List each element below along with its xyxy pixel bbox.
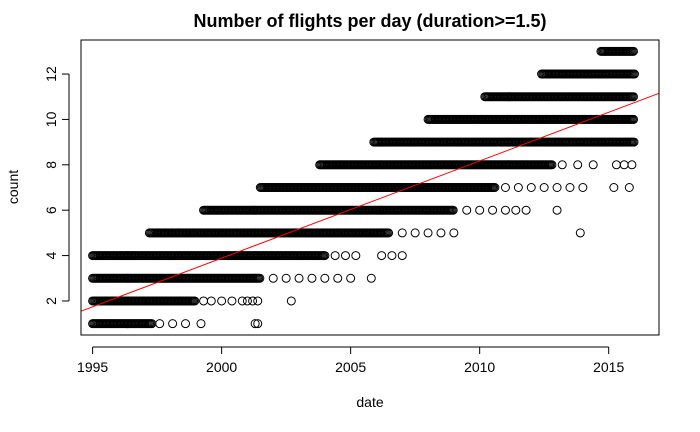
data-point <box>307 273 317 283</box>
data-point <box>619 160 629 170</box>
data-point <box>206 296 216 306</box>
data-point <box>628 92 638 102</box>
data-point <box>168 319 178 329</box>
data-point <box>436 228 446 238</box>
data-point <box>330 251 340 261</box>
data-point <box>255 273 265 283</box>
data-point <box>346 273 356 283</box>
data-point <box>340 251 350 261</box>
y-tick-label: 4 <box>43 251 59 259</box>
x-tick-label: 1995 <box>77 359 108 375</box>
data-point <box>199 296 209 306</box>
data-point <box>627 160 637 170</box>
y-axis-label: count <box>5 170 21 204</box>
x-tick-label: 2000 <box>206 359 237 375</box>
y-tick-label: 6 <box>43 206 59 214</box>
data-point <box>539 183 549 192</box>
data-point <box>449 228 459 238</box>
data-point <box>575 228 585 238</box>
data-point <box>248 296 258 306</box>
x-tick-label: 2005 <box>335 359 366 375</box>
data-point <box>462 205 472 215</box>
data-point <box>557 160 567 170</box>
data-point <box>196 319 206 329</box>
data-point <box>281 273 291 283</box>
data-point <box>552 183 562 192</box>
y-tick-label: 12 <box>43 66 59 82</box>
data-point <box>286 296 296 306</box>
data-point <box>611 160 621 170</box>
data-point <box>609 183 619 192</box>
data-point <box>217 296 227 306</box>
data-point <box>320 273 330 283</box>
chart-title: Number of flights per day (duration>=1.5… <box>193 11 546 31</box>
data-point <box>397 228 407 238</box>
data-point <box>475 205 485 215</box>
data-point <box>448 205 458 215</box>
data-point <box>253 296 263 306</box>
data-point <box>387 251 397 261</box>
data-point <box>268 273 278 283</box>
data-point <box>242 296 252 306</box>
data-point <box>513 183 523 192</box>
data-points <box>88 46 639 329</box>
data-point <box>629 114 639 124</box>
data-point <box>624 183 634 192</box>
data-point <box>155 319 165 329</box>
y-axis: 2 4 6 8 10 12 <box>43 66 70 305</box>
data-point <box>521 205 531 215</box>
data-point <box>384 228 394 238</box>
y-tick-label: 8 <box>43 161 59 169</box>
y-tick-label: 2 <box>43 297 59 305</box>
trend-line <box>80 92 660 312</box>
data-point <box>227 296 237 306</box>
data-point <box>547 160 557 170</box>
data-point <box>377 251 387 261</box>
data-point <box>320 251 330 261</box>
x-tick-label: 2015 <box>593 359 624 375</box>
data-point <box>526 183 536 192</box>
data-point <box>629 137 639 147</box>
y-tick-label: 10 <box>43 111 59 127</box>
data-point <box>294 273 304 283</box>
data-point <box>181 319 190 329</box>
data-point <box>366 273 376 283</box>
x-axis: 1995 2000 2005 2010 2015 <box>77 346 624 375</box>
data-point <box>237 296 247 306</box>
data-point <box>488 205 498 215</box>
data-point <box>565 183 575 192</box>
data-point <box>490 183 500 192</box>
x-axis-label: date <box>356 394 383 410</box>
data-point <box>351 251 361 261</box>
data-point <box>588 160 598 170</box>
data-point <box>190 296 200 306</box>
plot-frame <box>80 39 660 336</box>
data-point <box>578 183 588 192</box>
x-tick-label: 2010 <box>464 359 495 375</box>
data-point <box>410 228 420 238</box>
data-point <box>629 69 639 79</box>
data-point <box>573 160 583 170</box>
data-point <box>628 46 638 56</box>
data-point <box>552 205 562 215</box>
data-point <box>250 319 260 329</box>
data-point <box>333 273 343 283</box>
data-point <box>423 228 433 238</box>
data-point <box>500 183 510 192</box>
data-point <box>397 251 407 261</box>
data-point <box>500 205 510 215</box>
data-point <box>511 205 521 215</box>
data-point <box>253 319 263 329</box>
